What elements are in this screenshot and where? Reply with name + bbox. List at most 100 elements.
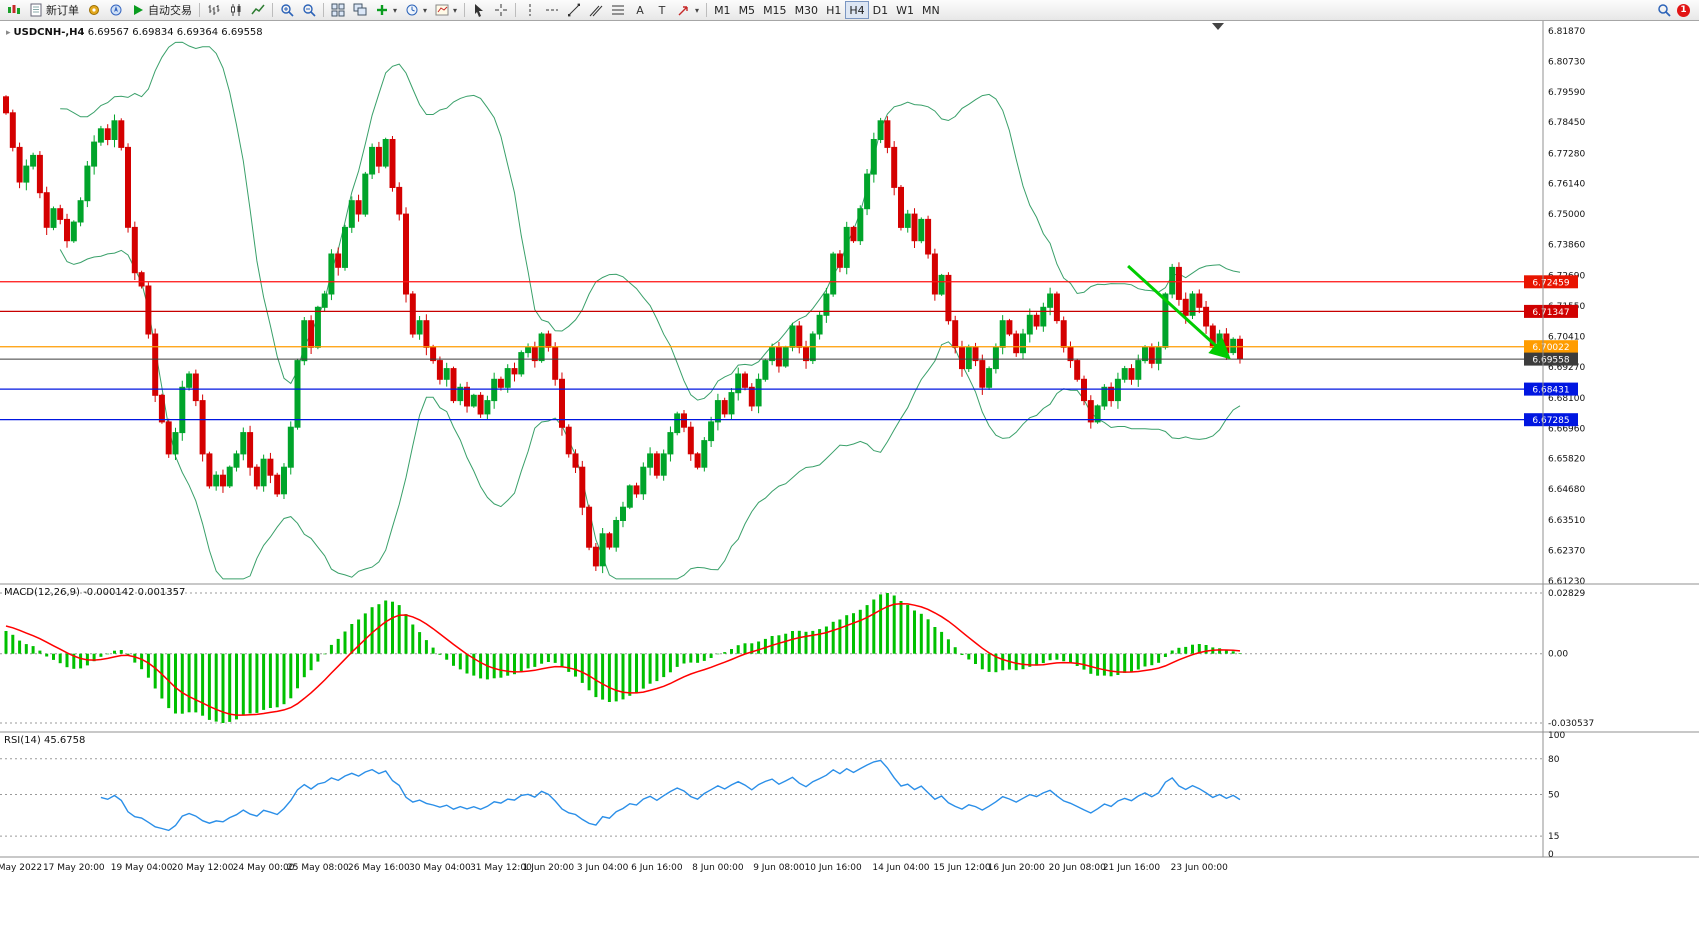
svg-text:6.63510: 6.63510 xyxy=(1548,516,1585,526)
timeframe-m30[interactable]: M30 xyxy=(791,1,823,19)
horizontal-line-tool-icon[interactable] xyxy=(541,1,563,19)
tile-windows-icon[interactable] xyxy=(327,1,349,19)
timeframe-h4[interactable]: H4 xyxy=(845,1,869,19)
svg-text:0.02829: 0.02829 xyxy=(1548,589,1585,599)
cascade-windows-icon[interactable] xyxy=(349,1,371,19)
label-tool-icon[interactable]: T xyxy=(651,1,673,19)
toolbar-separator xyxy=(199,3,200,17)
svg-text:6.70410: 6.70410 xyxy=(1548,332,1585,342)
chart-canvas[interactable]: 6.81870 6.80730 6.79590 6.78450 6.77280 6.761… xyxy=(0,21,1699,944)
search-icon[interactable] xyxy=(1653,1,1675,19)
timeframe-m1[interactable]: M1 xyxy=(710,1,735,19)
macd-label: MACD(12,26,9) xyxy=(4,587,80,598)
svg-text:6.76140: 6.76140 xyxy=(1548,180,1585,190)
trend-arrow[interactable] xyxy=(1127,264,1231,360)
svg-text:6.71347: 6.71347 xyxy=(1532,308,1569,318)
chevron-down-icon: ▾ xyxy=(423,5,428,15)
one-click-trading-toggle[interactable]: ▸ xyxy=(6,28,11,38)
zoom-out-icon[interactable] xyxy=(298,1,320,19)
timeframe-m5[interactable]: M5 xyxy=(735,1,760,19)
timeframe-m15[interactable]: M15 xyxy=(759,1,791,19)
svg-text:6.62370: 6.62370 xyxy=(1548,547,1585,557)
timeframe-w1[interactable]: W1 xyxy=(892,1,918,19)
templates-button[interactable]: ▾ xyxy=(431,1,461,19)
bar-chart-icon[interactable] xyxy=(203,1,225,19)
mini-candles-icon xyxy=(7,3,21,17)
candles xyxy=(3,95,1243,574)
timeframe-mn[interactable]: MN xyxy=(918,1,944,19)
svg-text:6.79590: 6.79590 xyxy=(1548,88,1585,98)
expert-advisors-icon[interactable] xyxy=(83,1,105,19)
macd-panel: 0.02829 0.00 -0.030537 xyxy=(0,589,1594,729)
price-tag[interactable]: 6.72459 xyxy=(1524,275,1578,289)
symbol-title: ▸ USDCNH-,H4 6.69567 6.69834 6.69364 6.69… xyxy=(6,27,263,38)
svg-text:6.81870: 6.81870 xyxy=(1548,27,1585,37)
svg-text:20 May 12:00: 20 May 12:00 xyxy=(172,863,234,873)
svg-text:-0.030537: -0.030537 xyxy=(1548,719,1594,729)
svg-text:6.68100: 6.68100 xyxy=(1548,394,1585,404)
svg-text:16 Jun 20:00: 16 Jun 20:00 xyxy=(988,863,1045,873)
trendline-tool-icon[interactable] xyxy=(563,1,585,19)
rsi-value: 45.6758 xyxy=(43,735,86,746)
svg-text:0: 0 xyxy=(1548,850,1554,860)
new-order-button[interactable]: 新订单 xyxy=(25,1,83,19)
channel-tool-icon[interactable] xyxy=(585,1,607,19)
chevron-down-icon: ▾ xyxy=(393,5,398,15)
svg-text:6.65820: 6.65820 xyxy=(1548,455,1585,465)
autotrading-play-icon xyxy=(131,3,145,17)
svg-text:6.78450: 6.78450 xyxy=(1548,118,1585,128)
fibonacci-tool-icon[interactable] xyxy=(607,1,629,19)
price-tag[interactable]: 6.69558 xyxy=(1524,352,1578,366)
toolbar-separator xyxy=(272,3,273,17)
chevron-down-icon: ▾ xyxy=(453,5,458,15)
svg-text:6.68431: 6.68431 xyxy=(1532,386,1569,396)
order-doc-icon xyxy=(29,3,43,17)
svg-text:100: 100 xyxy=(1548,731,1565,741)
vertical-line-tool-icon[interactable] xyxy=(519,1,541,19)
macd-values: -0.000142 0.001357 xyxy=(83,587,186,598)
svg-text:20 Jun 08:00: 20 Jun 08:00 xyxy=(1049,863,1106,873)
svg-text:6.64680: 6.64680 xyxy=(1548,485,1585,495)
svg-text:17 May 20:00: 17 May 20:00 xyxy=(43,863,105,873)
price-tag[interactable]: 6.71347 xyxy=(1524,304,1578,318)
price-tag[interactable]: 6.68431 xyxy=(1524,382,1578,396)
svg-text:6.75000: 6.75000 xyxy=(1548,210,1585,220)
chart-shift-marker[interactable] xyxy=(1212,23,1224,30)
svg-text:50: 50 xyxy=(1548,791,1560,801)
svg-text:25 May 08:00: 25 May 08:00 xyxy=(287,863,349,873)
periods-button[interactable]: ▾ xyxy=(401,1,431,19)
toolbar-separator xyxy=(464,3,466,17)
svg-text:6 Jun 16:00: 6 Jun 16:00 xyxy=(631,863,683,873)
text-tool-icon[interactable]: A xyxy=(629,1,651,19)
svg-text:80: 80 xyxy=(1548,755,1560,765)
autotrading-label: 自动交易 xyxy=(148,4,192,17)
svg-text:6.77280: 6.77280 xyxy=(1548,149,1585,159)
notification-badge[interactable]: 1 xyxy=(1677,3,1690,17)
line-chart-icon[interactable] xyxy=(247,1,269,19)
timeframe-d1[interactable]: D1 xyxy=(869,1,892,19)
svg-text:21 Jun 16:00: 21 Jun 16:00 xyxy=(1103,863,1160,873)
symbol-quote: 6.69567 6.69834 6.69364 6.69558 xyxy=(87,27,263,38)
svg-text:3 Jun 04:00: 3 Jun 04:00 xyxy=(577,863,629,873)
timeframe-h1[interactable]: H1 xyxy=(822,1,845,19)
new-chart-button[interactable] xyxy=(3,1,25,19)
indicators-button[interactable]: ▾ xyxy=(371,1,401,19)
candlestick-chart-icon[interactable] xyxy=(225,1,247,19)
svg-text:6.69270: 6.69270 xyxy=(1548,363,1585,373)
svg-text:31 May 12:00: 31 May 12:00 xyxy=(470,863,532,873)
autotrading-button[interactable]: 自动交易 xyxy=(127,1,196,19)
svg-text:6.72459: 6.72459 xyxy=(1532,278,1569,288)
price-tag[interactable]: 6.70022 xyxy=(1524,340,1578,353)
bollinger-bands xyxy=(59,41,1241,580)
zoom-in-icon[interactable] xyxy=(276,1,298,19)
svg-text:6.69558: 6.69558 xyxy=(1532,356,1569,366)
cursor-icon[interactable] xyxy=(468,1,490,19)
macd-title: MACD(12,26,9) -0.000142 0.001357 xyxy=(4,587,185,598)
navigator-icon[interactable] xyxy=(105,1,127,19)
svg-text:6.67285: 6.67285 xyxy=(1532,416,1569,426)
price-tag[interactable]: 6.67285 xyxy=(1524,413,1578,427)
crosshair-icon[interactable] xyxy=(490,1,512,19)
arrows-tool-button[interactable]: ▾ xyxy=(673,1,703,19)
rsi-panel: 100 80 50 15 0 xyxy=(0,731,1565,860)
